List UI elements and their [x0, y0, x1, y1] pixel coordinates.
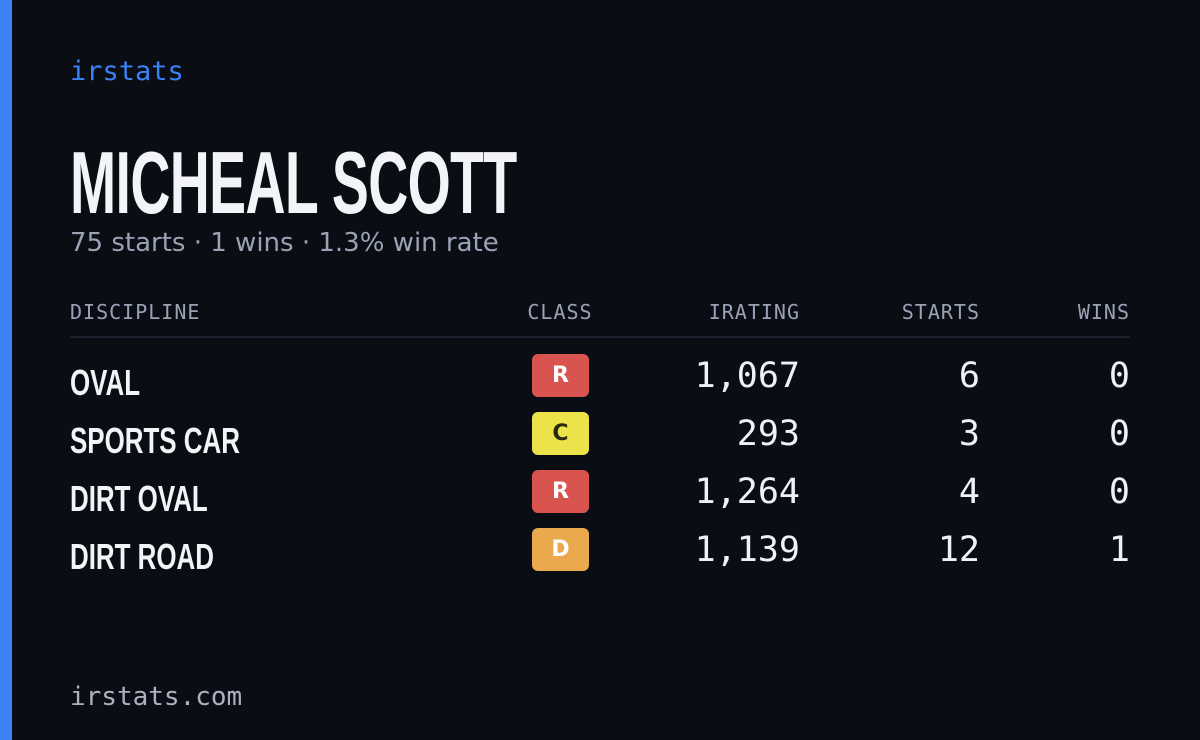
- wins: 0: [1108, 356, 1130, 396]
- footer-url: irstats.com: [70, 682, 243, 712]
- irating: 1,067: [694, 356, 800, 396]
- column-header: CLASS: [527, 300, 593, 324]
- class-badge: D: [532, 528, 589, 571]
- irating: 293: [736, 414, 800, 454]
- starts: 12: [937, 530, 980, 570]
- brand: irstats: [70, 56, 184, 87]
- starts: 4: [958, 472, 980, 512]
- discipline: OVAL: [70, 362, 141, 403]
- wins: 0: [1108, 414, 1130, 454]
- header-rule: [70, 336, 1130, 338]
- discipline: DIRT ROAD: [70, 536, 214, 577]
- class-badge: R: [532, 354, 589, 397]
- irating: 1,139: [694, 530, 800, 570]
- wins: 1: [1108, 530, 1130, 570]
- driver-name: MICHEAL SCOTT: [70, 133, 517, 232]
- starts: 6: [958, 356, 980, 396]
- starts: 3: [958, 414, 980, 454]
- column-header: IRATING: [708, 300, 800, 324]
- discipline: DIRT OVAL: [70, 478, 208, 519]
- class-badge: C: [532, 412, 589, 455]
- class-badge: R: [532, 470, 589, 513]
- irating: 1,264: [694, 472, 800, 512]
- column-header: DISCIPLINE: [70, 300, 201, 324]
- discipline: SPORTS CAR: [70, 420, 240, 461]
- accent-strip: [0, 0, 12, 740]
- summary: 75 starts · 1 wins · 1.3% win rate: [70, 228, 499, 258]
- wins: 0: [1108, 472, 1130, 512]
- column-header: WINS: [1077, 300, 1130, 324]
- column-header: STARTS: [901, 300, 980, 324]
